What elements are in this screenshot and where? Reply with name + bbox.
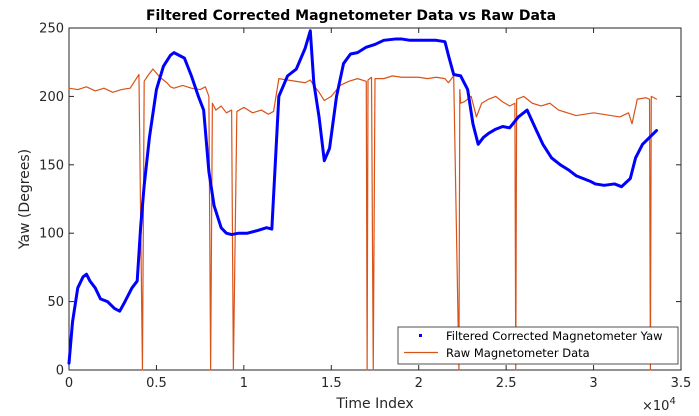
x-exponent-power: 4 (669, 396, 675, 407)
legend-entry-raw: Raw Magnetometer Data (446, 346, 590, 360)
legend: Filtered Corrected Magnetometer Yaw Raw … (397, 326, 679, 365)
y-tick-label: 150 (39, 158, 64, 173)
x-tick-label: 3.5 (671, 376, 692, 391)
legend-box (397, 326, 679, 365)
series-layer (67, 29, 659, 371)
x-tick-label: 2.5 (496, 376, 517, 391)
y-tick-label: 50 (47, 295, 64, 310)
x-tick-label: 2 (415, 376, 423, 391)
y-axis-label: Yaw (Degrees) (17, 149, 33, 250)
legend-entry-filtered: Filtered Corrected Magnetometer Yaw (446, 329, 663, 343)
ticks-layer: 0 0.5 1 1.5 2 2.5 3 3.5 0 50 100 150 200 250 (39, 22, 691, 392)
y-tick-label: 250 (39, 22, 64, 37)
x-tick-label: 0.5 (146, 376, 167, 391)
series-line-raw (68, 68, 658, 371)
x-axis-label: Time Index (335, 396, 413, 412)
y-tick-label: 200 (39, 90, 64, 105)
series-line-filtered (67, 29, 659, 365)
legend-marker-filtered (419, 334, 422, 337)
chart-title: Filtered Corrected Magnetometer Data vs … (146, 8, 556, 24)
x-exponent-base: ×10 (642, 399, 669, 414)
x-tick-label: 1.5 (321, 376, 342, 391)
y-tick-label: 100 (39, 227, 64, 242)
x-tick-label: 0 (65, 376, 73, 391)
x-exponent-label: ×104 (642, 396, 676, 414)
y-tick-label: 0 (56, 364, 64, 379)
x-tick-label: 3 (589, 376, 597, 391)
x-tick-label: 1 (240, 376, 248, 391)
